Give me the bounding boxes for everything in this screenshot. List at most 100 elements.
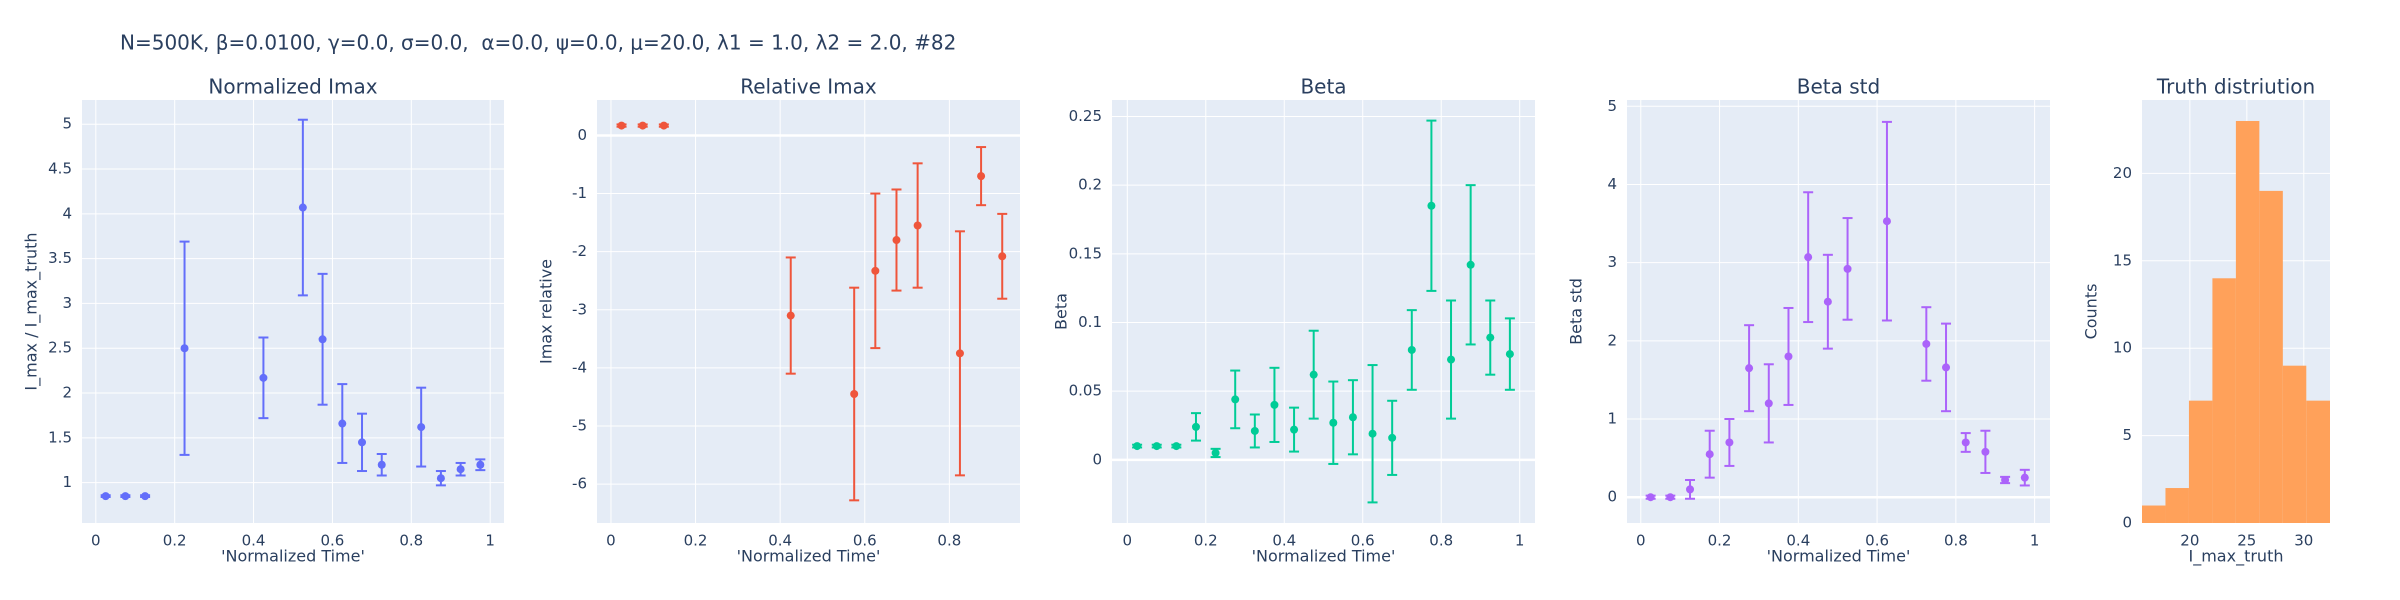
x-tick-label: 0.2 [1194,532,1218,550]
data-point [1427,201,1436,210]
data-point [1348,413,1357,422]
data-point [358,438,367,447]
y-tick-label: 0.05 [1069,382,1102,400]
data-point [1764,399,1773,408]
y-tick-label: 0 [1092,450,1102,468]
histogram-bar [2142,505,2166,523]
data-point [1942,363,1951,372]
data-point [1388,433,1397,442]
data-point [1191,422,1200,431]
subplot-title: Beta [1300,75,1346,99]
data-point [338,419,347,428]
data-point [121,492,130,501]
y-tick-label: 2 [62,384,72,402]
x-tick-label: 0.6 [1865,532,1889,550]
data-point [1270,400,1279,409]
y-tick-label: 4 [62,204,72,222]
data-point [417,423,426,432]
data-point [1981,447,1990,456]
x-tick-label: 0 [606,532,616,550]
y-tick-label: -1 [572,184,587,202]
subplot-title: Beta std [1797,75,1880,99]
data-point [1784,352,1793,361]
data-point [1250,426,1259,435]
y-tick-label: 5 [62,115,72,133]
x-tick-label: 0.8 [399,532,423,550]
y-tick-label: 5 [1607,97,1617,115]
y-tick-label: 0.15 [1069,244,1102,262]
histogram-bar [2259,190,2283,523]
data-point [1745,364,1754,373]
y-tick-label: 10 [2113,339,2132,357]
data-point [1290,425,1299,434]
data-point [1329,418,1338,427]
data-point [892,236,901,245]
data-point [1447,355,1456,364]
data-point [180,344,189,353]
y-tick-label: 0.2 [1078,176,1102,194]
y-tick-label: 0.1 [1078,313,1102,331]
y-axis-title: Beta std [1567,278,1586,345]
x-tick-label: 0.8 [1429,532,1453,550]
y-axis-title: Beta [1052,293,1071,330]
plot-area [82,100,504,523]
histogram-bar [2282,365,2307,523]
data-point [2001,475,2010,484]
y-axis-title: Imax relative [537,259,556,364]
y-tick-label: 1 [62,473,72,491]
x-tick-label: 0.2 [163,532,187,550]
data-point [1882,217,1891,226]
x-tick-label: 0.4 [242,532,266,550]
plot-area [1627,100,2050,523]
y-tick-label: 2.5 [48,339,72,357]
data-point [638,121,647,130]
plot-area [1112,100,1535,523]
data-point [1686,485,1695,494]
x-axis-title: 'Normalized Time' [1767,547,1911,566]
x-tick-label: 0.6 [321,532,345,550]
x-tick-label: 1 [485,532,495,550]
histogram-bar [2212,278,2236,523]
data-point [2020,473,2029,482]
x-tick-label: 0.6 [1351,532,1375,550]
data-point [476,460,485,469]
x-tick-label: 0.6 [853,532,877,550]
x-axis-title: 'Normalized Time' [1252,547,1396,566]
data-point [1152,442,1161,451]
data-point [1486,333,1495,342]
data-point [1922,339,1931,348]
data-point [1309,370,1318,379]
x-axis-title: 'Normalized Time' [221,547,365,566]
y-tick-label: 3.5 [48,249,72,267]
y-tick-label: 0 [577,126,587,144]
x-tick-label: 0.4 [1786,532,1810,550]
x-tick-label: 0.2 [684,532,708,550]
y-tick-label: 0.25 [1069,107,1102,125]
data-point [456,465,465,474]
y-tick-label: 0 [1607,488,1617,506]
y-tick-label: 4.5 [48,160,72,178]
data-point [1961,438,1970,447]
y-tick-label: -3 [572,300,587,318]
figure-title: N=500K, β=0.0100, γ=0.0, σ=0.0, α=0.0, ψ… [120,31,956,55]
data-point [1368,429,1377,438]
x-tick-label: 25 [2237,532,2256,550]
histogram-bar [2235,120,2260,523]
y-tick-label: 2 [1607,331,1617,349]
x-tick-label: 1 [2030,532,2040,550]
x-axis-title: 'Normalized Time' [737,547,881,566]
y-tick-label: 1.5 [48,428,72,446]
y-tick-label: -5 [572,416,587,434]
data-point [1725,438,1734,447]
x-tick-label: 0.8 [937,532,961,550]
data-point [101,492,110,501]
y-tick-label: 5 [2122,426,2132,444]
data-point [1666,493,1675,502]
x-tick-label: 0.8 [1944,532,1968,550]
x-tick-label: 0 [1636,532,1646,550]
y-tick-label: 20 [2113,164,2132,182]
y-tick-label: 0 [2122,514,2132,532]
x-axis-title: I_max_truth [2189,547,2284,567]
y-axis-title: Counts [2082,284,2101,340]
